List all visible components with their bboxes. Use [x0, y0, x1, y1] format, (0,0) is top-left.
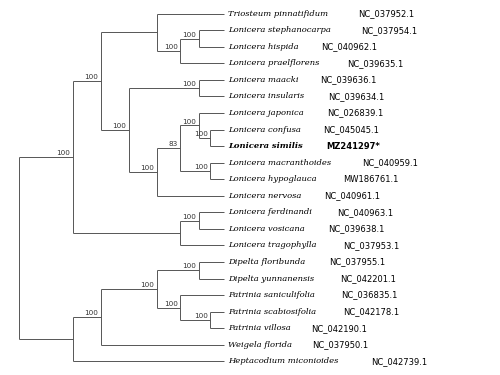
Text: 100: 100	[164, 301, 177, 307]
Text: Lonicera macranthoides: Lonicera macranthoides	[228, 159, 334, 166]
Text: NC_042178.1: NC_042178.1	[343, 307, 399, 316]
Text: 100: 100	[84, 310, 98, 316]
Text: 100: 100	[182, 118, 196, 124]
Text: NC_042190.1: NC_042190.1	[310, 324, 366, 333]
Text: NC_039638.1: NC_039638.1	[328, 224, 385, 233]
Text: Patrinia saniculifolia: Patrinia saniculifolia	[228, 291, 318, 299]
Text: NC_037952.1: NC_037952.1	[358, 9, 414, 18]
Text: Lonicera insularis: Lonicera insularis	[228, 93, 307, 100]
Text: NC_039636.1: NC_039636.1	[320, 75, 377, 84]
Text: Dipelta floribunda: Dipelta floribunda	[228, 258, 308, 266]
Text: NC_040961.1: NC_040961.1	[324, 191, 380, 200]
Text: NC_026839.1: NC_026839.1	[327, 108, 384, 117]
Text: 100: 100	[84, 74, 98, 80]
Text: Lonicera tragophylla: Lonicera tragophylla	[228, 242, 319, 249]
Text: Lonicera nervosa: Lonicera nervosa	[228, 192, 304, 200]
Text: Dipelta yunnanensis: Dipelta yunnanensis	[228, 274, 317, 282]
Text: Lonicera hypoglauca: Lonicera hypoglauca	[228, 175, 320, 183]
Text: 100: 100	[182, 264, 196, 270]
Text: NC_039634.1: NC_039634.1	[328, 92, 384, 101]
Text: Patrinia scabiosifolia: Patrinia scabiosifolia	[228, 308, 319, 316]
Text: Patrinia villosa: Patrinia villosa	[228, 324, 294, 332]
Text: Lonicera maacki: Lonicera maacki	[228, 76, 301, 84]
Text: NC_045045.1: NC_045045.1	[324, 125, 380, 134]
Text: NC_039635.1: NC_039635.1	[347, 59, 403, 68]
Text: NC_036835.1: NC_036835.1	[341, 291, 398, 300]
Text: NC_040962.1: NC_040962.1	[320, 42, 376, 51]
Text: 100: 100	[56, 150, 70, 156]
Text: 100: 100	[194, 313, 208, 319]
Text: Triosteum pinnatifidum: Triosteum pinnatifidum	[228, 10, 331, 18]
Text: NC_037954.1: NC_037954.1	[362, 26, 418, 35]
Text: NC_040959.1: NC_040959.1	[362, 158, 418, 167]
Text: 100: 100	[182, 32, 196, 38]
Text: Lonicera vosicana: Lonicera vosicana	[228, 225, 308, 233]
Text: Lonicera hispida: Lonicera hispida	[228, 43, 302, 51]
Text: Lonicera japonica: Lonicera japonica	[228, 109, 306, 117]
Text: 100: 100	[194, 131, 208, 137]
Text: Weigela florida: Weigela florida	[228, 341, 294, 349]
Text: 100: 100	[194, 164, 208, 170]
Text: 100: 100	[182, 214, 196, 220]
Text: Heptacodium miconioides: Heptacodium miconioides	[228, 357, 341, 365]
Text: NC_042201.1: NC_042201.1	[340, 274, 396, 283]
Text: NC_042739.1: NC_042739.1	[371, 357, 427, 366]
Text: Lonicera praelflorens: Lonicera praelflorens	[228, 59, 322, 68]
Text: NC_040963.1: NC_040963.1	[338, 208, 394, 217]
Text: Lonicera stephanocarpa: Lonicera stephanocarpa	[228, 26, 334, 34]
Text: Lonicera ferdinandi: Lonicera ferdinandi	[228, 209, 314, 216]
Text: 100: 100	[164, 44, 177, 50]
Text: 100: 100	[112, 123, 126, 129]
Text: NC_037953.1: NC_037953.1	[344, 241, 400, 250]
Text: 83: 83	[168, 141, 177, 147]
Text: 100: 100	[182, 81, 196, 87]
Text: MZ241297*: MZ241297*	[326, 142, 380, 151]
Text: Lonicera confusa: Lonicera confusa	[228, 126, 304, 134]
Text: 100: 100	[140, 165, 154, 171]
Text: NC_037950.1: NC_037950.1	[312, 340, 368, 349]
Text: MW186761.1: MW186761.1	[344, 175, 399, 184]
Text: Lonicera similis: Lonicera similis	[228, 142, 306, 150]
Text: 100: 100	[140, 282, 154, 288]
Text: NC_037955.1: NC_037955.1	[329, 258, 385, 267]
